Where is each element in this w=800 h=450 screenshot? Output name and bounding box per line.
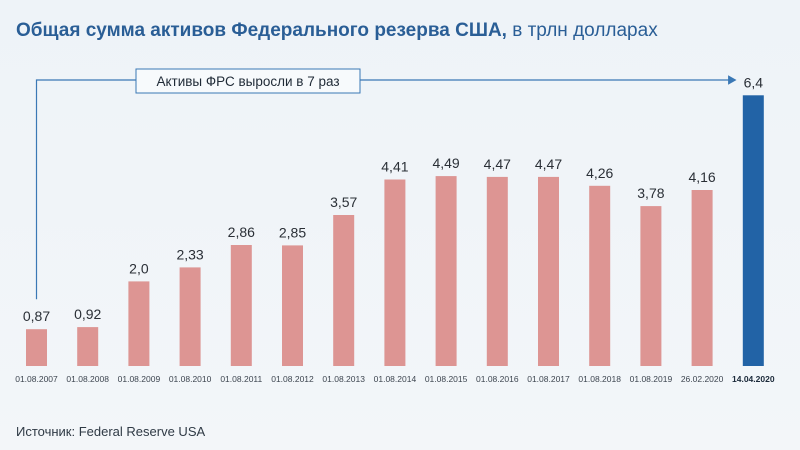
value-label: 0,87 [23, 308, 50, 324]
bars-group: 0,87 01.08.2007 0,92 01.08.2008 2,0 01.08.200… [15, 74, 775, 384]
bar-01.08.2016 [486, 176, 508, 366]
x-tick-label: 01.08.2010 [169, 374, 212, 384]
value-label: 4,41 [381, 159, 408, 175]
chart-title-unit: в трлн долларах [506, 20, 658, 41]
value-label: 0,92 [74, 306, 101, 322]
x-tick-label: 01.08.2016 [476, 374, 519, 384]
bar-01.08.2018 [589, 185, 611, 366]
source-note: Источник: Federal Reserve USA [16, 424, 206, 439]
chart-title: Общая сумма активов Федерального резерва… [16, 20, 658, 42]
bar-01.08.2013 [333, 215, 355, 366]
bar-01.08.2011 [230, 245, 252, 366]
value-label: 4,47 [484, 156, 511, 172]
value-label: 4,49 [432, 155, 459, 171]
bar-01.08.2008 [77, 327, 99, 366]
bar-01.08.2014 [384, 179, 406, 366]
x-tick-label: 01.08.2018 [578, 374, 621, 384]
value-label: 4,47 [535, 156, 562, 172]
x-tick-label: 01.08.2019 [630, 374, 673, 384]
bar-26.02.2020 [691, 190, 713, 366]
bar-01.08.2015 [435, 176, 457, 366]
bar-01.08.2010 [179, 267, 201, 366]
value-label: 2,0 [129, 260, 149, 276]
x-tick-label: 01.08.2009 [118, 374, 161, 384]
value-label: 4,16 [688, 169, 715, 185]
value-label: 2,85 [279, 224, 306, 240]
bar-01.08.2012 [282, 245, 303, 366]
x-tick-label: 14.04.2020 [732, 374, 775, 384]
bar-01.08.2007 [26, 329, 47, 366]
value-label: 3,78 [637, 185, 664, 201]
value-label: 4,26 [586, 165, 613, 181]
chart-title-main: Общая сумма активов Федерального резерва… [16, 20, 507, 41]
x-tick-label: 01.08.2012 [271, 374, 314, 384]
x-tick-label: 01.08.2007 [15, 374, 58, 384]
value-label: 2,33 [176, 246, 203, 262]
value-label: 3,57 [330, 194, 357, 210]
growth-arrow [35, 75, 737, 300]
bar-14.04.2020 [742, 95, 764, 367]
x-tick-label: 01.08.2014 [374, 374, 417, 384]
x-tick-label: 01.08.2011 [220, 374, 262, 384]
x-tick-label: 26.02.2020 [681, 374, 724, 384]
bar-01.08.2019 [640, 206, 662, 366]
value-label: 2,86 [228, 224, 255, 240]
x-tick-label: 01.08.2015 [425, 374, 468, 384]
bar-01.08.2009 [128, 281, 150, 366]
value-label: 6,4 [744, 74, 764, 90]
bar-01.08.2017 [538, 176, 559, 366]
x-tick-label: 01.08.2008 [66, 374, 109, 384]
annotation-text: Активы ФРС выросли в 7 раз [156, 74, 339, 89]
annotation-box [135, 68, 361, 94]
x-tick-label: 01.08.2017 [527, 374, 570, 384]
x-tick-label: 01.08.2013 [322, 374, 365, 384]
annotation-group: Активы ФРС выросли в 7 раз [35, 68, 737, 300]
